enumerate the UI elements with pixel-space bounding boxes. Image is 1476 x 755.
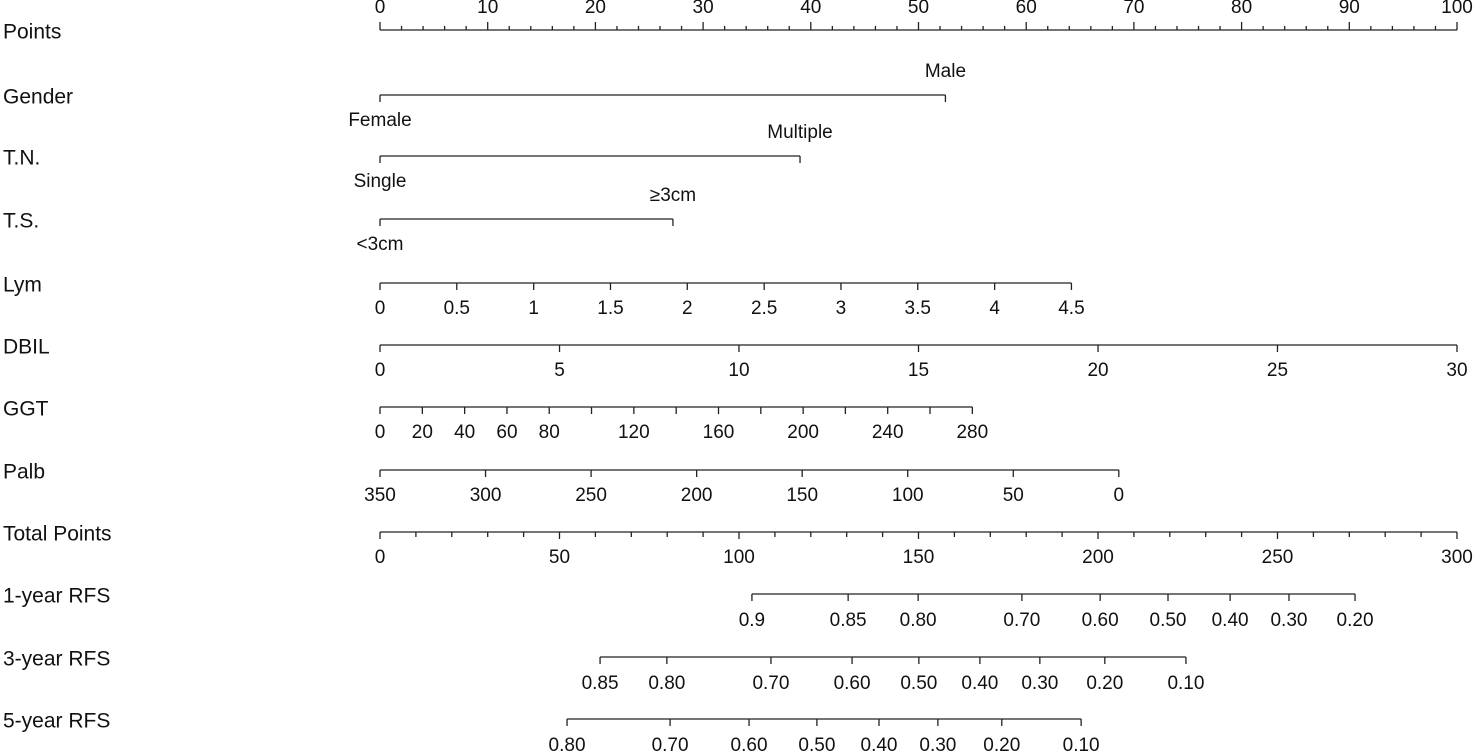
tick-label: 0.70 bbox=[652, 735, 689, 755]
tick-label: 100 bbox=[892, 485, 924, 506]
tick-label: 0.70 bbox=[752, 673, 789, 694]
tick-label: 10 bbox=[477, 0, 498, 18]
tick-label: 0 bbox=[375, 298, 386, 319]
tick-label: 0.9 bbox=[739, 610, 765, 631]
tick-label: 60 bbox=[496, 422, 517, 443]
tick-label: 5 bbox=[554, 360, 565, 381]
tick-label: 0.20 bbox=[1337, 610, 1374, 631]
tick-label: 0 bbox=[375, 547, 386, 568]
row-label: 5-year RFS bbox=[3, 710, 110, 733]
tick-label: 20 bbox=[1087, 360, 1108, 381]
tick-label: 0 bbox=[375, 422, 386, 443]
tick-label: 0.70 bbox=[1003, 610, 1040, 631]
tick-label: 0.80 bbox=[549, 735, 586, 755]
tick-label: 350 bbox=[364, 485, 396, 506]
tick-label: 40 bbox=[800, 0, 821, 18]
tick-label: 3.5 bbox=[905, 298, 931, 319]
tick-label: <3cm bbox=[357, 234, 404, 255]
tick-label: 100 bbox=[1441, 0, 1473, 18]
row-label: Total Points bbox=[3, 523, 112, 546]
tick-label: Female bbox=[348, 110, 411, 131]
tick-label: Male bbox=[925, 61, 966, 82]
tick-label: 0.85 bbox=[582, 673, 619, 694]
tick-label: 20 bbox=[412, 422, 433, 443]
tick-label: 0 bbox=[1114, 485, 1125, 506]
tick-label: 30 bbox=[693, 0, 714, 18]
tick-label: 4 bbox=[989, 298, 1000, 319]
row-label: GGT bbox=[3, 398, 49, 421]
tick-label: 90 bbox=[1339, 0, 1360, 18]
tick-label: Single bbox=[354, 171, 407, 192]
tick-label: 40 bbox=[454, 422, 475, 443]
tick-label: 50 bbox=[549, 547, 570, 568]
row-label: DBIL bbox=[3, 336, 50, 359]
tick-label: 120 bbox=[618, 422, 650, 443]
tick-label: 0.40 bbox=[961, 673, 998, 694]
tick-label: 250 bbox=[1262, 547, 1294, 568]
tick-label: 250 bbox=[575, 485, 607, 506]
tick-label: 150 bbox=[903, 547, 935, 568]
row-label: 3-year RFS bbox=[3, 648, 110, 671]
tick-label: 50 bbox=[1003, 485, 1024, 506]
tick-label: 200 bbox=[681, 485, 713, 506]
tick-label: 200 bbox=[1082, 547, 1114, 568]
tick-label: 160 bbox=[703, 422, 735, 443]
tick-label: 25 bbox=[1267, 360, 1288, 381]
tick-label: 60 bbox=[1016, 0, 1037, 18]
tick-label: 150 bbox=[786, 485, 818, 506]
tick-label: 0.40 bbox=[861, 735, 898, 755]
tick-label: 280 bbox=[956, 422, 988, 443]
tick-label: 80 bbox=[539, 422, 560, 443]
tick-label: 0.20 bbox=[983, 735, 1020, 755]
tick-label: 0.50 bbox=[900, 673, 937, 694]
tick-label: 100 bbox=[723, 547, 755, 568]
tick-label: 2 bbox=[682, 298, 693, 319]
tick-label: 0 bbox=[375, 360, 386, 381]
tick-label: 300 bbox=[1441, 547, 1473, 568]
tick-label: 0.5 bbox=[444, 298, 470, 319]
tick-label: 0.30 bbox=[1021, 673, 1058, 694]
tick-label: 300 bbox=[470, 485, 502, 506]
tick-label: 3 bbox=[836, 298, 847, 319]
tick-label: 200 bbox=[787, 422, 819, 443]
tick-label: 0.50 bbox=[1150, 610, 1187, 631]
tick-label: 20 bbox=[585, 0, 606, 18]
tick-label: 0.60 bbox=[731, 735, 768, 755]
row-label: Gender bbox=[3, 86, 73, 109]
tick-label: 0.80 bbox=[648, 673, 685, 694]
row-label: T.S. bbox=[3, 210, 39, 233]
tick-label: 30 bbox=[1446, 360, 1467, 381]
tick-label: 70 bbox=[1123, 0, 1144, 18]
tick-label: 0.60 bbox=[1082, 610, 1119, 631]
tick-label: 240 bbox=[872, 422, 904, 443]
row-label: T.N. bbox=[3, 147, 40, 170]
tick-label: 0.40 bbox=[1212, 610, 1249, 631]
tick-label: 1 bbox=[528, 298, 539, 319]
tick-label: 10 bbox=[728, 360, 749, 381]
tick-label: 0.10 bbox=[1167, 673, 1204, 694]
tick-label: 0.10 bbox=[1063, 735, 1100, 755]
tick-label: 80 bbox=[1231, 0, 1252, 18]
tick-label: 0 bbox=[375, 0, 386, 18]
tick-label: 0.50 bbox=[798, 735, 835, 755]
tick-label: 50 bbox=[908, 0, 929, 18]
tick-label: 4.5 bbox=[1058, 298, 1084, 319]
row-label: Points bbox=[3, 21, 61, 44]
row-label: 1-year RFS bbox=[3, 585, 110, 608]
tick-label: 2.5 bbox=[751, 298, 777, 319]
tick-label: Multiple bbox=[767, 122, 832, 143]
tick-label: 0.80 bbox=[900, 610, 937, 631]
row-label: Palb bbox=[3, 461, 45, 484]
tick-label: 0.30 bbox=[1270, 610, 1307, 631]
tick-label: 0.20 bbox=[1086, 673, 1123, 694]
row-label: Lym bbox=[3, 274, 42, 297]
tick-label: 0.85 bbox=[830, 610, 867, 631]
tick-label: 15 bbox=[908, 360, 929, 381]
tick-label: 0.60 bbox=[834, 673, 871, 694]
tick-label: ≥3cm bbox=[650, 185, 696, 206]
tick-label: 0.30 bbox=[919, 735, 956, 755]
tick-label: 1.5 bbox=[597, 298, 623, 319]
